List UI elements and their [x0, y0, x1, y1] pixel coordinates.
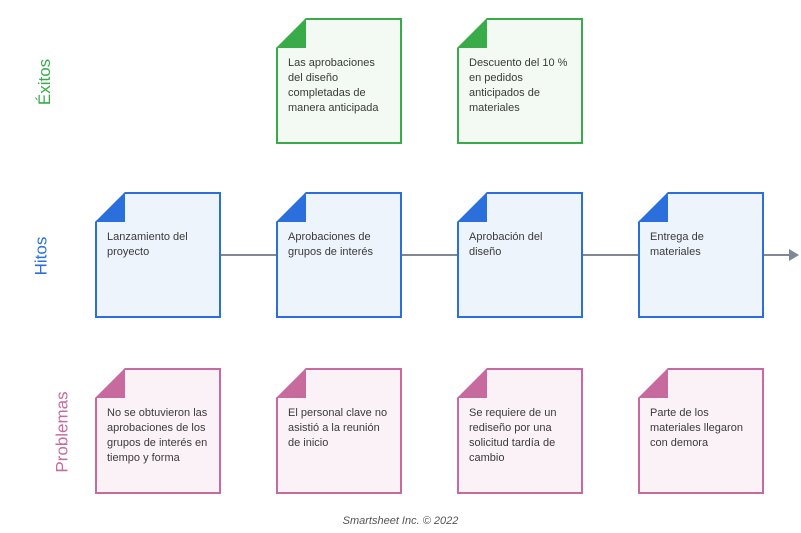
card-text: Aprobaciones de grupos de interés: [288, 230, 390, 260]
fold-icon: [638, 192, 668, 222]
row-successes: Éxitos Las aprobaciones del diseño compl…: [0, 18, 801, 144]
problem-card-2: Se requiere de un rediseño por una solic…: [457, 368, 583, 494]
row-problems: Problemas No se obtuvieron las aprobacio…: [0, 368, 801, 494]
row-milestones: Hitos Lanzamiento del proyecto Aprobacio…: [0, 192, 801, 318]
card-empty: [638, 18, 764, 144]
cards-successes: Las aprobaciones del diseño completadas …: [95, 18, 764, 144]
footer-copyright: Smartsheet Inc. © 2022: [0, 515, 801, 527]
milestone-card-3: Entrega de materiales: [638, 192, 764, 318]
fold-icon: [276, 18, 306, 48]
fold-icon: [276, 368, 306, 398]
card-text: Descuento del 10 % en pedidos anticipado…: [469, 56, 571, 115]
card-empty: [95, 18, 221, 144]
milestone-card-1: Aprobaciones de grupos de interés: [276, 192, 402, 318]
problem-card-0: No se obtuvieron las aprobaciones de los…: [95, 368, 221, 494]
milestone-card-2: Aprobación del diseño: [457, 192, 583, 318]
cards-milestones: Lanzamiento del proyecto Aprobaciones de…: [95, 192, 764, 318]
card-text: Entrega de materiales: [650, 230, 752, 260]
fold-icon: [457, 192, 487, 222]
label-problems: Problemas: [53, 391, 73, 472]
card-text: Parte de los materiales llegaron con dem…: [650, 406, 752, 451]
fold-icon: [638, 368, 668, 398]
fold-icon: [95, 192, 125, 222]
card-text: Se requiere de un rediseño por una solic…: [469, 406, 571, 465]
success-card-2: Descuento del 10 % en pedidos anticipado…: [457, 18, 583, 144]
problem-card-3: Parte de los materiales llegaron con dem…: [638, 368, 764, 494]
problem-card-1: El personal clave no asistió a la reunió…: [276, 368, 402, 494]
card-text: El personal clave no asistió a la reunió…: [288, 406, 390, 451]
fold-icon: [276, 192, 306, 222]
fold-icon: [457, 18, 487, 48]
card-text: Aprobación del diseño: [469, 230, 571, 260]
timeline-arrow-segment: [764, 254, 790, 256]
timeline-arrow-head-icon: [789, 249, 799, 261]
card-text: No se obtuvieron las aprobaciones de los…: [107, 406, 209, 465]
fold-icon: [95, 368, 125, 398]
label-milestones: Hitos: [31, 237, 51, 276]
card-text: Lanzamiento del proyecto: [107, 230, 209, 260]
success-card-1: Las aprobaciones del diseño completadas …: [276, 18, 402, 144]
label-successes: Éxitos: [35, 59, 55, 105]
fold-icon: [457, 368, 487, 398]
card-text: Las aprobaciones del diseño completadas …: [288, 56, 390, 115]
cards-problems: No se obtuvieron las aprobaciones de los…: [95, 368, 764, 494]
milestone-card-0: Lanzamiento del proyecto: [95, 192, 221, 318]
